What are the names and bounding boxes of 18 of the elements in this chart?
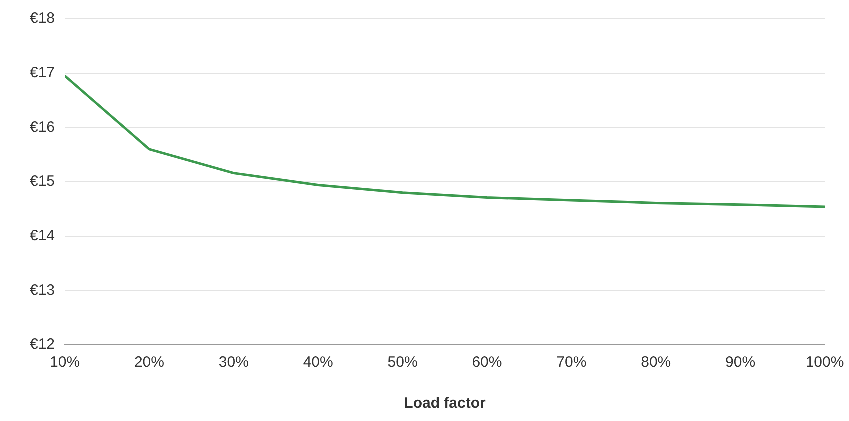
y-tick-label: €15: [30, 173, 56, 190]
x-tick-label: 80%: [641, 354, 672, 372]
x-tick-label: 40%: [303, 354, 334, 372]
x-tick-label: 10%: [50, 354, 80, 372]
y-tick-label: €17: [30, 64, 56, 82]
x-tick-label: 70%: [556, 354, 587, 372]
y-tick-label: €16: [30, 118, 56, 136]
x-tick-label: 90%: [726, 354, 756, 372]
y-tick-label: €13: [30, 282, 56, 299]
x-tick-label: 100%: [806, 354, 844, 372]
y-tick-label: €14: [30, 227, 56, 244]
x-axis-title: Load factor: [404, 395, 486, 412]
x-tick-label: 20%: [134, 354, 164, 372]
y-tick-label: €18: [30, 10, 56, 28]
x-tick-label: 60%: [472, 354, 502, 372]
x-tick-label: 50%: [388, 354, 418, 372]
y-tick-label: €12: [30, 336, 56, 354]
x-tick-label: 30%: [218, 354, 249, 372]
